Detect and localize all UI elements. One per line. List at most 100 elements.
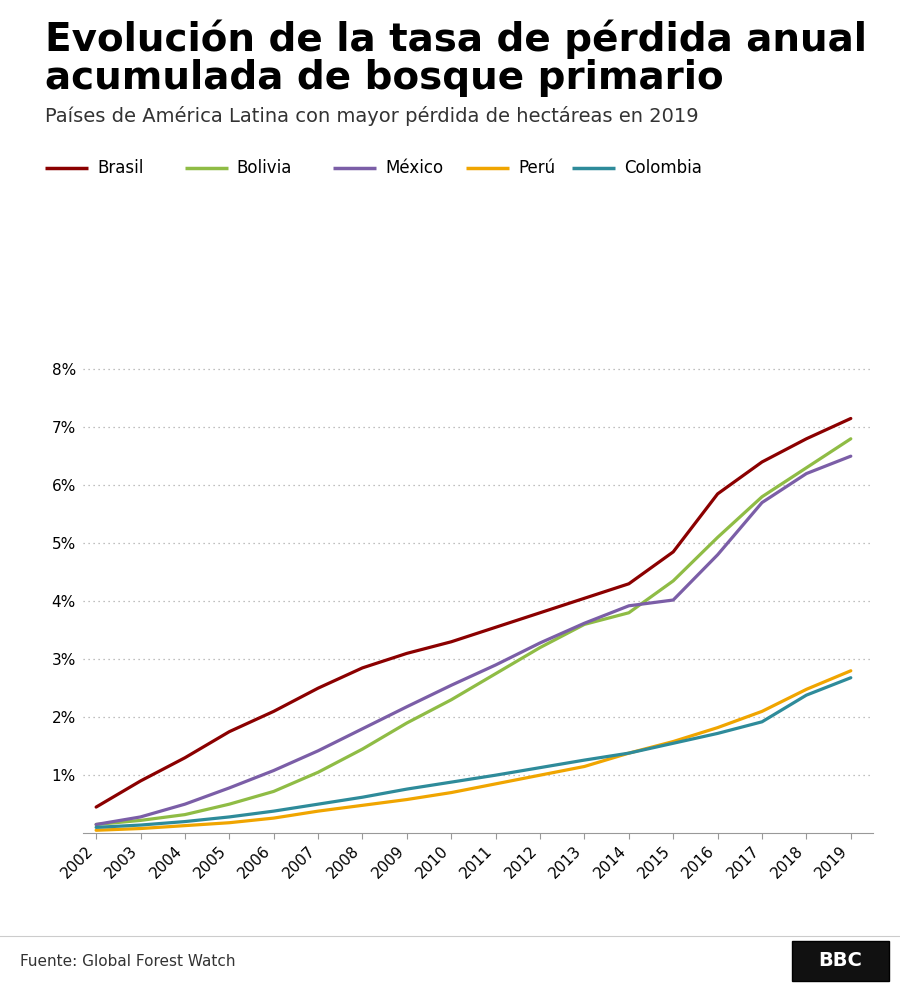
Bolivia: [401, 717, 412, 729]
México: [312, 744, 323, 756]
Bolivia: [179, 809, 190, 820]
México: [624, 599, 634, 611]
Perú: [801, 683, 812, 695]
Text: BBC: BBC: [819, 951, 862, 970]
Perú: [268, 812, 279, 824]
Bolivia: [91, 818, 102, 830]
Colombia: [668, 738, 679, 749]
Bolivia: [268, 786, 279, 798]
México: [757, 497, 768, 509]
Bolivia: [757, 491, 768, 503]
México: [357, 723, 368, 735]
Colombia: [491, 769, 501, 781]
México: [712, 549, 723, 561]
México: [579, 617, 590, 629]
Colombia: [845, 671, 856, 683]
Colombia: [535, 762, 545, 774]
Bolivia: [312, 766, 323, 778]
Perú: [224, 816, 235, 828]
México: [135, 811, 146, 823]
Bolivia: [535, 642, 545, 654]
Perú: [357, 800, 368, 811]
México: [668, 595, 679, 606]
Line: Colombia: Colombia: [96, 677, 850, 827]
Perú: [712, 722, 723, 734]
Colombia: [401, 783, 412, 795]
Bolivia: [624, 606, 634, 618]
Bolivia: [668, 575, 679, 587]
Brasil: [224, 726, 235, 738]
Brasil: [268, 705, 279, 717]
Text: México: México: [385, 159, 444, 176]
Brasil: [624, 578, 634, 590]
Colombia: [579, 754, 590, 766]
FancyBboxPatch shape: [792, 941, 889, 981]
México: [491, 659, 501, 670]
Brasil: [491, 621, 501, 633]
Perú: [668, 736, 679, 747]
Brasil: [446, 636, 456, 648]
Brasil: [712, 488, 723, 500]
Line: México: México: [96, 457, 850, 824]
Perú: [312, 806, 323, 817]
Colombia: [757, 716, 768, 728]
Colombia: [312, 799, 323, 810]
Brasil: [179, 752, 190, 764]
Perú: [179, 819, 190, 831]
Brasil: [357, 662, 368, 673]
Text: Fuente: Global Forest Watch: Fuente: Global Forest Watch: [20, 953, 235, 968]
Brasil: [668, 546, 679, 558]
Perú: [135, 822, 146, 834]
México: [268, 764, 279, 776]
Text: acumulada de bosque primario: acumulada de bosque primario: [45, 59, 724, 98]
Text: Colombia: Colombia: [624, 159, 702, 176]
Colombia: [91, 821, 102, 833]
México: [224, 782, 235, 794]
Bolivia: [224, 799, 235, 810]
Colombia: [268, 806, 279, 817]
Brasil: [312, 682, 323, 694]
Colombia: [179, 815, 190, 827]
México: [801, 467, 812, 479]
México: [401, 701, 412, 713]
Text: Brasil: Brasil: [97, 159, 144, 176]
Brasil: [401, 648, 412, 660]
Bolivia: [446, 694, 456, 706]
Text: Países de América Latina con mayor pérdida de hectáreas en 2019: Países de América Latina con mayor pérdi…: [45, 106, 698, 125]
Line: Perú: Perú: [96, 670, 850, 830]
México: [535, 637, 545, 649]
Perú: [845, 665, 856, 676]
Brasil: [801, 433, 812, 445]
Brasil: [757, 457, 768, 468]
México: [91, 818, 102, 830]
Text: Bolivia: Bolivia: [237, 159, 292, 176]
México: [845, 451, 856, 462]
Brasil: [91, 802, 102, 813]
Brasil: [135, 775, 146, 787]
Perú: [579, 760, 590, 772]
Perú: [401, 794, 412, 806]
Brasil: [845, 412, 856, 424]
Colombia: [224, 811, 235, 823]
Colombia: [357, 792, 368, 804]
Perú: [757, 705, 768, 717]
Bolivia: [712, 531, 723, 543]
Perú: [624, 747, 634, 759]
Bolivia: [357, 743, 368, 755]
Perú: [491, 778, 501, 790]
Perú: [91, 824, 102, 836]
Brasil: [535, 606, 545, 618]
Text: Evolución de la tasa de pérdida anual: Evolución de la tasa de pérdida anual: [45, 20, 867, 59]
Colombia: [135, 819, 146, 831]
Colombia: [712, 728, 723, 740]
Bolivia: [491, 668, 501, 679]
México: [179, 799, 190, 810]
Bolivia: [135, 814, 146, 826]
Perú: [535, 769, 545, 781]
Bolivia: [801, 461, 812, 473]
Text: Perú: Perú: [518, 159, 555, 176]
México: [446, 679, 456, 691]
Brasil: [579, 593, 590, 604]
Colombia: [446, 776, 456, 788]
Line: Brasil: Brasil: [96, 418, 850, 808]
